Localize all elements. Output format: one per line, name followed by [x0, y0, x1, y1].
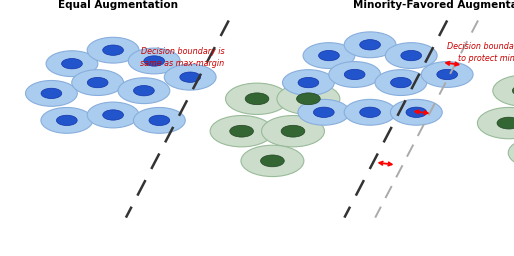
- Circle shape: [375, 70, 427, 95]
- Circle shape: [478, 108, 514, 139]
- Circle shape: [118, 78, 170, 104]
- Circle shape: [144, 56, 164, 66]
- Circle shape: [230, 125, 253, 137]
- Circle shape: [386, 43, 437, 69]
- Circle shape: [493, 75, 514, 106]
- Circle shape: [421, 62, 473, 87]
- Circle shape: [406, 107, 427, 118]
- Circle shape: [298, 99, 350, 125]
- Circle shape: [401, 50, 421, 61]
- Circle shape: [103, 110, 123, 120]
- Circle shape: [283, 70, 334, 95]
- Circle shape: [298, 77, 319, 88]
- Text: Decision boundary is
same as max-margin: Decision boundary is same as max-margin: [140, 47, 225, 68]
- Circle shape: [344, 99, 396, 125]
- Circle shape: [262, 115, 324, 147]
- Circle shape: [149, 115, 170, 125]
- Circle shape: [180, 72, 200, 82]
- Circle shape: [72, 70, 123, 95]
- Circle shape: [245, 93, 269, 105]
- Circle shape: [210, 115, 273, 147]
- Circle shape: [261, 155, 284, 167]
- Circle shape: [344, 32, 396, 58]
- Circle shape: [512, 85, 514, 97]
- Circle shape: [46, 51, 98, 77]
- Circle shape: [344, 69, 365, 80]
- Text: Equal Augmentation: Equal Augmentation: [58, 0, 178, 10]
- Circle shape: [391, 77, 411, 88]
- Circle shape: [164, 64, 216, 90]
- Text: Decision boundary shifts
to protect minority: Decision boundary shifts to protect mino…: [447, 42, 514, 63]
- Circle shape: [134, 86, 154, 96]
- Circle shape: [241, 145, 304, 177]
- Circle shape: [134, 108, 185, 133]
- Circle shape: [87, 102, 139, 128]
- Circle shape: [329, 62, 380, 87]
- Circle shape: [277, 83, 340, 114]
- Circle shape: [497, 117, 514, 129]
- Circle shape: [128, 48, 180, 74]
- Circle shape: [508, 137, 514, 168]
- Circle shape: [297, 93, 320, 105]
- Circle shape: [41, 88, 62, 99]
- Circle shape: [360, 107, 380, 118]
- Circle shape: [319, 50, 339, 61]
- Circle shape: [281, 125, 305, 137]
- Text: Minority-Favored Augmentation: Minority-Favored Augmentation: [353, 0, 514, 10]
- Circle shape: [87, 37, 139, 63]
- Circle shape: [360, 40, 380, 50]
- Circle shape: [62, 59, 82, 69]
- Circle shape: [26, 80, 77, 106]
- Circle shape: [437, 69, 457, 80]
- Circle shape: [226, 83, 288, 114]
- Circle shape: [87, 77, 108, 88]
- Circle shape: [314, 107, 334, 118]
- Circle shape: [391, 99, 442, 125]
- Circle shape: [57, 115, 77, 125]
- Circle shape: [103, 45, 123, 55]
- Circle shape: [41, 108, 93, 133]
- Circle shape: [303, 43, 355, 69]
